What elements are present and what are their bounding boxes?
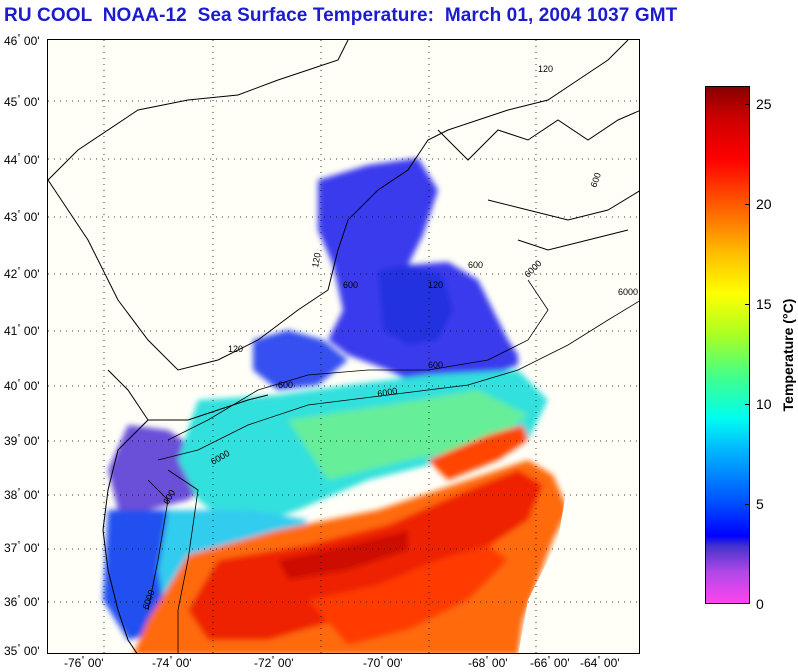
sst-map[interactable]: 120 600 6000 600 120 6000 600 6000 600 1…: [47, 39, 640, 654]
lon-label-64: -64° 00': [580, 655, 620, 670]
sst-map-image: 120 600 6000 600 120 6000 600 6000 600 1…: [48, 40, 639, 653]
lon-label-74: -74° 00': [152, 655, 192, 670]
colorbar-tick-0: 0: [756, 596, 764, 612]
colorbar-tickmark: [745, 304, 750, 305]
coastline: [48, 40, 639, 653]
contour-label: 600: [428, 360, 443, 370]
lat-label-43: 43° 00': [4, 209, 40, 224]
contour-label: 6000: [377, 386, 398, 399]
colorbar-tick-25: 25: [756, 96, 772, 112]
lat-label-45: 45° 00': [4, 94, 40, 109]
lon-label-76: -76° 00': [64, 655, 104, 670]
sst-swath: [103, 158, 568, 653]
lat-label-40: 40° 00': [4, 378, 40, 393]
lon-label-66: -66° 00': [530, 655, 570, 670]
lat-label-35: 35° 00': [4, 643, 40, 658]
contour-label: 120: [310, 252, 322, 269]
contour-label: 600: [278, 380, 293, 390]
lon-label-68: -68° 00': [468, 655, 508, 670]
lat-label-36: 36° 00': [4, 594, 40, 609]
contour-label: 6000: [522, 258, 543, 279]
contour-label: 600: [468, 260, 483, 270]
lat-label-39: 39° 00': [4, 433, 40, 448]
colorbar-tickmark: [745, 404, 750, 405]
temperature-colorbar: [705, 86, 750, 604]
colorbar-tick-10: 10: [756, 396, 772, 412]
lat-lon-grid: [48, 40, 639, 653]
lat-label-42: 42° 00': [4, 266, 40, 281]
bathymetry-contours: [147, 279, 639, 653]
contour-label: 600: [588, 171, 603, 189]
lat-label-44: 44° 00': [4, 152, 40, 167]
lon-label-72: -72° 00': [254, 655, 294, 670]
contour-label: 600: [343, 280, 358, 290]
lat-label-38: 38° 00': [4, 487, 40, 502]
lat-label-46: 46° 00': [4, 33, 40, 48]
colorbar-tickmark: [745, 504, 750, 505]
colorbar-tickmark: [745, 104, 750, 105]
lat-label-41: 41° 00': [4, 323, 40, 338]
lon-label-70: -70° 00': [363, 655, 403, 670]
contour-label: 120: [538, 64, 553, 74]
colorbar-tickmark: [745, 204, 750, 205]
colorbar-tick-15: 15: [756, 296, 772, 312]
colorbar-label: Temperature (°C): [780, 298, 796, 412]
lat-label-37: 37° 00': [4, 540, 40, 555]
map-title: RU COOL NOAA-12 Sea Surface Temperature:…: [4, 5, 678, 26]
contour-label: 120: [428, 280, 443, 290]
colorbar-tick-20: 20: [756, 196, 772, 212]
contour-label: 6000: [618, 287, 638, 297]
colorbar-tick-5: 5: [756, 496, 764, 512]
contour-label: 120: [228, 344, 243, 354]
